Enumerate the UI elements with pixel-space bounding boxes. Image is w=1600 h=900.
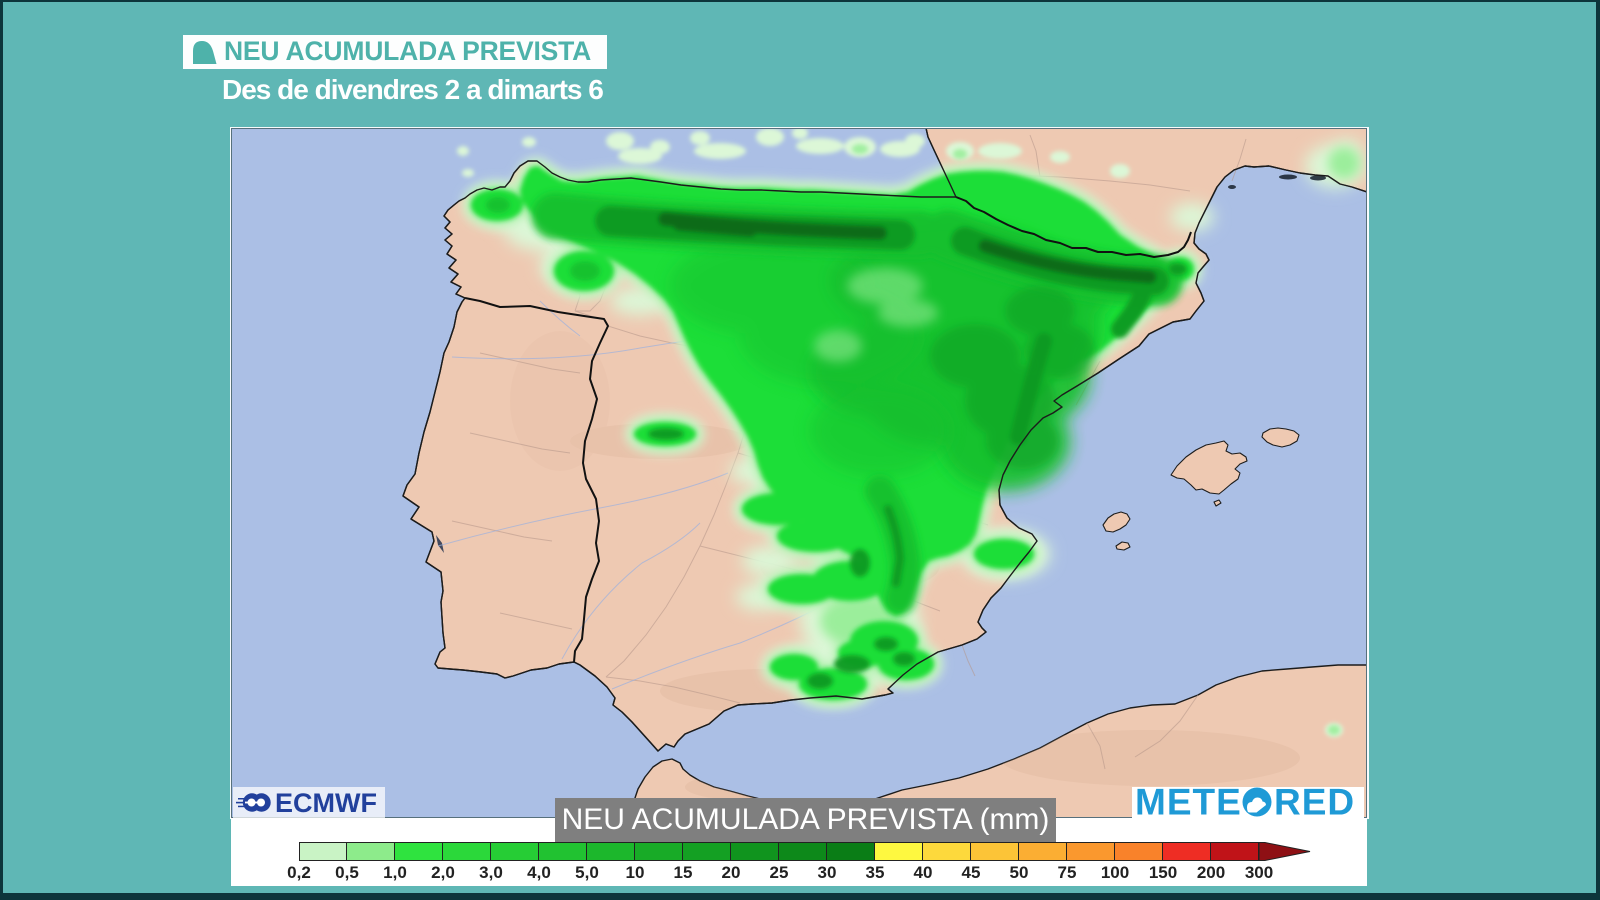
svg-text:METE: METE xyxy=(1135,787,1242,819)
svg-text:RED: RED xyxy=(1274,787,1355,819)
